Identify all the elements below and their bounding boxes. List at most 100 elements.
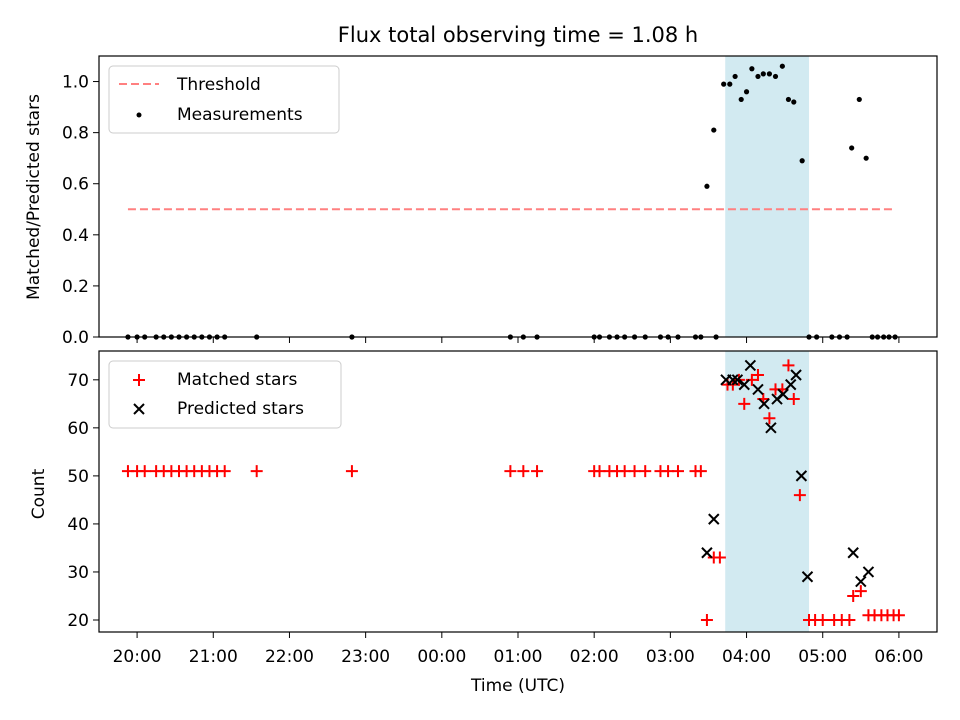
measurement-point bbox=[755, 73, 761, 80]
matched-star-marker bbox=[816, 613, 829, 626]
matched-star-marker bbox=[782, 359, 795, 372]
predicted-star-marker bbox=[744, 359, 757, 372]
y-tick-label: 40 bbox=[67, 515, 89, 535]
matched-star-marker bbox=[517, 465, 530, 478]
top-shaded-span bbox=[725, 56, 810, 337]
matched-star-marker bbox=[700, 613, 713, 626]
predicted-star-marker bbox=[801, 571, 814, 583]
matched-star-marker bbox=[345, 465, 358, 478]
predicted-star-marker bbox=[727, 374, 739, 386]
predicted-star-marker bbox=[777, 388, 789, 400]
y-tick-label: 50 bbox=[67, 467, 89, 487]
predicted-stars-points bbox=[701, 359, 875, 588]
predicted-star-marker bbox=[708, 513, 720, 525]
predicted-star-marker bbox=[862, 566, 875, 578]
y-tick-label: 60 bbox=[67, 419, 89, 439]
predicted-star-marker bbox=[855, 575, 867, 588]
predicted-star-marker bbox=[795, 470, 808, 482]
x-tick-label: 05:00 bbox=[798, 647, 847, 667]
measurement-point bbox=[863, 155, 869, 161]
top-legend: Threshold Measurements bbox=[108, 65, 340, 134]
predicted-star-marker bbox=[847, 547, 859, 559]
legend-predicted-swatch bbox=[133, 403, 145, 415]
top-y-ticks: 0.0 0.2 0.4 0.6 0.8 1.0 bbox=[62, 73, 99, 348]
x-tick-label: 06:00 bbox=[874, 647, 923, 667]
predicted-star-marker bbox=[765, 422, 777, 434]
measurement-point bbox=[704, 183, 710, 189]
y-tick-label: 70 bbox=[67, 371, 89, 391]
legend-measurements-swatch bbox=[136, 112, 142, 118]
top-y-axis-label: Matched/Predicted stars bbox=[24, 94, 44, 300]
predicted-star-marker bbox=[758, 398, 770, 410]
measurement-point bbox=[711, 127, 717, 133]
measurement-point bbox=[791, 99, 797, 105]
measurement-point bbox=[732, 73, 738, 80]
x-tick-label: 23:00 bbox=[341, 647, 390, 667]
predicted-star-marker bbox=[701, 547, 713, 559]
y-tick-label: 30 bbox=[67, 563, 89, 583]
x-tick-label: 03:00 bbox=[646, 647, 695, 667]
bottom-panel: 20 30 40 50 60 70 20:00 21:00 22:00 23:00 00:00 01… bbox=[29, 350, 938, 696]
measurement-point bbox=[772, 73, 779, 80]
measurement-point bbox=[727, 81, 733, 87]
measurement-point bbox=[749, 66, 755, 72]
legend-predicted-label: Predicted stars bbox=[177, 399, 304, 419]
y-tick-label: 1.0 bbox=[62, 73, 89, 93]
bottom-x-ticks: 20:00 21:00 22:00 23:00 00:00 01:00 02:00 03:00… bbox=[113, 632, 923, 667]
y-tick-label: 0.0 bbox=[62, 328, 89, 348]
predicted-star-marker bbox=[738, 378, 750, 391]
matched-star-marker bbox=[628, 465, 641, 478]
measurement-point bbox=[849, 145, 855, 151]
bottom-legend: Matched stars Predicted stars bbox=[108, 360, 342, 429]
measurement-point bbox=[738, 96, 744, 103]
matched-star-marker bbox=[250, 465, 263, 478]
matched-star-marker bbox=[847, 589, 860, 602]
bottom-shaded-span bbox=[725, 351, 810, 632]
legend-measurements-label: Measurements bbox=[177, 105, 303, 125]
matched-star-marker bbox=[671, 465, 684, 478]
predicted-star-marker bbox=[785, 378, 797, 391]
matched-star-marker bbox=[694, 465, 707, 478]
y-tick-label: 0.6 bbox=[62, 175, 89, 195]
matched-star-marker bbox=[639, 465, 652, 478]
matched-star-marker bbox=[892, 609, 905, 622]
predicted-star-marker bbox=[731, 374, 744, 386]
x-tick-label: 20:00 bbox=[113, 647, 162, 667]
x-tick-label: 02:00 bbox=[570, 647, 619, 667]
measurement-point bbox=[743, 89, 750, 95]
bottom-y-axis-label: Count bbox=[29, 468, 49, 519]
matched-star-marker bbox=[793, 489, 806, 502]
matched-star-marker bbox=[763, 412, 776, 425]
measurement-point bbox=[766, 71, 773, 77]
x-tick-label: 00:00 bbox=[417, 647, 466, 667]
y-tick-label: 0.4 bbox=[62, 226, 89, 246]
top-legend-box bbox=[108, 65, 340, 134]
bottom-legend-box bbox=[108, 360, 342, 429]
x-tick-label: 22:00 bbox=[265, 647, 314, 667]
x-axis-label: Time (UTC) bbox=[470, 676, 565, 696]
measurement-point bbox=[779, 63, 785, 69]
matched-star-marker bbox=[138, 465, 151, 478]
matched-star-marker bbox=[218, 465, 231, 478]
x-tick-label: 01:00 bbox=[494, 647, 543, 667]
legend-matched-swatch bbox=[133, 374, 145, 386]
top-panel: 0.0 0.2 0.4 0.6 0.8 1.0 Flux total observing … bbox=[24, 23, 938, 348]
measurement-point bbox=[785, 96, 792, 103]
predicted-star-marker bbox=[790, 369, 802, 381]
matched-star-marker bbox=[738, 397, 751, 410]
matched-star-marker bbox=[843, 613, 856, 626]
measurement-point bbox=[856, 96, 862, 103]
measurement-point bbox=[799, 158, 805, 164]
matched-star-marker bbox=[751, 369, 764, 382]
matched-star-marker bbox=[531, 465, 544, 478]
y-tick-label: 0.8 bbox=[62, 124, 89, 144]
measurement-point bbox=[721, 81, 727, 87]
matched-star-marker bbox=[504, 465, 517, 478]
chart-title: Flux total observing time = 1.08 h bbox=[338, 23, 698, 47]
y-tick-label: 20 bbox=[67, 611, 89, 631]
matched-star-marker bbox=[713, 551, 726, 564]
x-tick-label: 04:00 bbox=[722, 647, 771, 667]
measurement-point bbox=[760, 71, 766, 77]
top-x-ticks bbox=[136, 337, 900, 343]
